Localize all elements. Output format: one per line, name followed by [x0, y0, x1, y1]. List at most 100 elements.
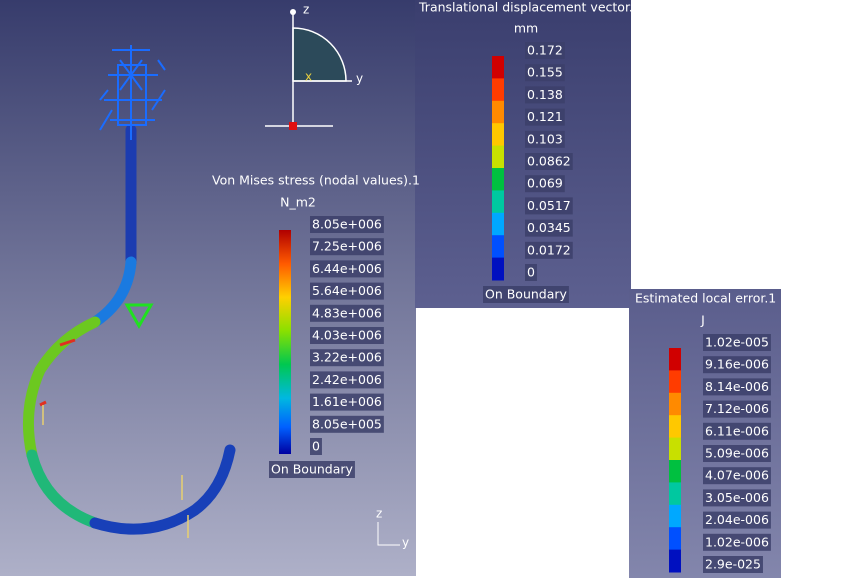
legend-value: 0.155 [527, 65, 563, 80]
color-swatch [669, 348, 681, 371]
legends: Von Mises stress (nodal values).1 N_m2 8.0… [212, 0, 776, 573]
color-swatch [669, 482, 681, 506]
color-swatch [669, 415, 681, 439]
legend-value-bg [310, 327, 384, 344]
color-swatch [492, 190, 504, 214]
legend-value: 0 [312, 439, 320, 454]
legend-value-bg [310, 282, 384, 300]
legend-value: 5.09e-006 [705, 446, 769, 461]
legend-value: 0.138 [527, 87, 563, 102]
legend-value: 2.04e-006 [705, 512, 769, 527]
legend-value: 0.121 [527, 109, 563, 124]
color-swatch [492, 257, 504, 281]
color-swatch [492, 168, 504, 191]
legend-value: 1.61e+006 [312, 394, 382, 409]
legend-value-bg [310, 304, 384, 322]
legend-value: 3.05e-006 [705, 490, 769, 505]
legend-value-bg [310, 260, 384, 278]
legend-value-bg [525, 153, 573, 170]
displacement-panel [415, 0, 631, 308]
legend-value: 9.16e-006 [705, 357, 769, 372]
legend-title: Translational displacement vector.1 [418, 0, 641, 15]
clamp-symbol [99, 45, 166, 140]
legend-value: 1.02e-005 [705, 335, 769, 350]
triad-lines [377, 522, 400, 546]
legend-value: 2.42e+006 [312, 372, 382, 387]
legend-value: 0.103 [527, 131, 563, 146]
legend-value: 1.02e-006 [705, 534, 769, 549]
legend-value: 4.03e+006 [312, 328, 382, 343]
legend-value-bg [525, 264, 537, 281]
legend-value-bg [310, 393, 384, 411]
color-swatch [669, 437, 681, 461]
legend-value-bg [703, 445, 771, 462]
legend-value-bg [525, 64, 565, 82]
color-swatch [669, 549, 681, 573]
hook-model [22, 124, 236, 535]
legend-unit: J [700, 313, 705, 328]
compass-y-label: y [356, 72, 363, 86]
legend-value: 8.05e+006 [312, 217, 382, 232]
legend-value-bg [525, 42, 565, 59]
compass: z y x [265, 3, 363, 130]
legend-value-bg [310, 438, 322, 455]
triad-z-label: z [376, 507, 382, 521]
color-swatch [492, 145, 504, 169]
legend-value: 7.25e+006 [312, 239, 382, 254]
color-swatch [669, 527, 681, 551]
legend-value-bg [525, 130, 565, 148]
legend-value: 4.83e+006 [312, 305, 382, 320]
legend-unit: mm [514, 21, 538, 36]
stress-hotspot [39, 338, 76, 407]
legend-value-bg [310, 349, 384, 367]
legend-value-bg [525, 175, 565, 193]
color-swatch [669, 504, 681, 528]
color-swatch [492, 123, 504, 147]
compass-origin [289, 122, 297, 130]
legend-value-bg [703, 489, 771, 507]
legend-footer-bg [483, 286, 569, 303]
legend-value-bg [703, 556, 763, 573]
load-symbol [124, 303, 154, 330]
hook-arc-upper [22, 316, 101, 461]
legend-value-bg [703, 378, 771, 396]
legend-value-bg [703, 533, 771, 551]
color-bar [279, 230, 291, 454]
legend-unit: N_m2 [280, 195, 316, 210]
color-swatch [492, 78, 504, 102]
legend-value-bg [525, 241, 573, 259]
legend-value-bg [525, 219, 573, 237]
legend-value: 8.05e+005 [312, 416, 382, 431]
color-swatch [669, 460, 681, 483]
legend-value: 6.11e-006 [705, 423, 769, 438]
legend: Estimated local error.1 J1.02e-005 9.16e-0… [635, 291, 776, 573]
color-swatch [492, 212, 504, 236]
legend-title: Estimated local error.1 [635, 291, 776, 306]
legend-value-bg [703, 334, 771, 351]
hook-tip [89, 444, 236, 535]
legend-value: 0 [527, 265, 535, 280]
legend-value: 4.07e-006 [705, 468, 769, 483]
legend-value-bg [310, 415, 384, 433]
hook-arc-lower [26, 449, 101, 529]
legend-value-bg [703, 356, 771, 374]
legend-value: 5.64e+006 [312, 283, 382, 298]
legend-value: 2.9e-025 [705, 557, 761, 572]
legend-value-bg [703, 511, 771, 529]
legend-value: 6.44e+006 [312, 261, 382, 276]
legend-value: 7.12e-006 [705, 401, 769, 416]
legend-value: 0.172 [527, 43, 563, 58]
legend-footer: On Boundary [271, 462, 354, 477]
legend-value: 0.0345 [527, 220, 571, 235]
legend-value-bg [525, 86, 565, 104]
legend: Translational displacement vector.1 mm 0.1… [418, 0, 641, 303]
legend-footer-bg [269, 461, 355, 478]
color-swatch [669, 370, 681, 394]
legend-footer: On Boundary [485, 287, 568, 302]
compass-z-label: z [303, 3, 309, 17]
legend-value-bg [310, 238, 384, 256]
legend-value-bg [703, 467, 771, 485]
legend-value: 0.069 [527, 176, 563, 191]
legend-value: 8.14e-006 [705, 379, 769, 394]
